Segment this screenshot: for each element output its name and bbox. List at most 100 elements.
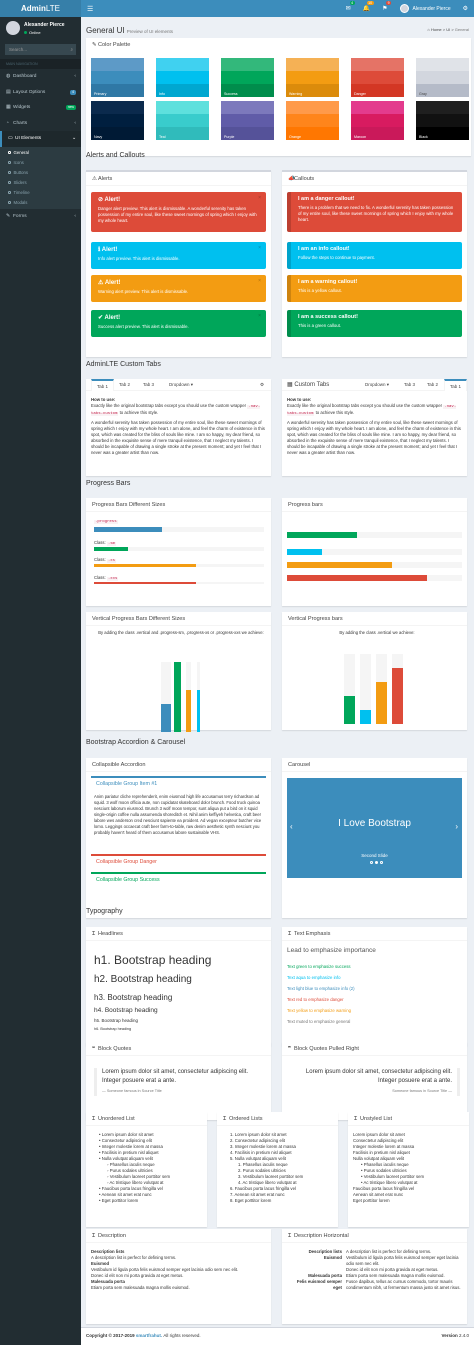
h1-sample: h1. Bootstrap heading — [94, 953, 212, 967]
progress-fill — [287, 532, 357, 538]
sidebar-item-charts[interactable]: ◔ Charts ‹ — [0, 116, 81, 132]
sidebar-search-input[interactable]: Search... ⌕ — [5, 44, 76, 55]
color-swatch-teal: Teal — [156, 101, 209, 140]
description-list-horizontal: Description lists A description list is p… — [287, 1249, 462, 1291]
text-width-icon: Ɪ — [92, 931, 96, 937]
breadcrumb-current: General — [454, 27, 469, 32]
accordion-header: Collapsible Accordion — [86, 758, 271, 772]
tab-3[interactable]: Tab 3 — [404, 382, 416, 387]
section-progress-bars: Progress Bars — [86, 480, 131, 487]
sidebar-item-icons[interactable]: Icons — [0, 158, 81, 168]
page-title: General UI Preview of UI elements — [86, 26, 173, 35]
sidebar-item-buttons[interactable]: Buttons — [0, 168, 81, 178]
progress-bar — [94, 582, 264, 584]
description-row: Felis euismod semper eget Fusce dapibus, … — [287, 1279, 462, 1291]
avatar — [6, 21, 20, 35]
close-icon[interactable]: × — [258, 278, 261, 284]
headlines-header: Ɪ Headlines — [86, 927, 271, 941]
text-width-icon: Ɪ — [288, 1233, 292, 1239]
text-emphasis-box: Ɪ Text Emphasis Lead to emphasize importa… — [282, 927, 467, 1046]
tab-1[interactable]: Tab 1 — [91, 379, 115, 391]
sidebar-item-sliders[interactable]: Sliders — [0, 178, 81, 188]
alert-icon: ⚠ — [98, 280, 104, 286]
sidebar-item-dashboard[interactable]: ◍ Dashboard ‹ — [0, 69, 81, 85]
text-width-icon: Ɪ — [223, 1116, 227, 1122]
user-menu[interactable]: Alexander Pierce — [399, 4, 451, 13]
description-horizontal-header: Ɪ Description Horizontal — [282, 1229, 467, 1243]
vertical-progress-fill — [360, 710, 371, 724]
alert-title: Alert! — [104, 280, 121, 286]
tab-dropdown[interactable]: Dropdown ▾ — [169, 382, 194, 387]
progress-bar — [94, 527, 264, 532]
list-item: Consectetur adipiscing elit — [353, 1138, 404, 1143]
search-icon[interactable]: ⌕ — [70, 47, 73, 52]
notifications-icon[interactable]: 🔔 10 — [362, 1, 374, 12]
list-item: • Phasellus iaculis neque — [361, 1162, 409, 1167]
sidebar-item-ui-elements[interactable]: ▭ UI Elements ⌄ — [0, 131, 81, 147]
tab-content-right: How to use: Exactly like the original bo… — [287, 397, 461, 455]
sidebar-item-modals[interactable]: Modals — [0, 198, 81, 208]
breadcrumb-ui[interactable]: UI — [446, 27, 451, 32]
list-item: • Aenean sit amet erat nunc — [99, 1192, 152, 1197]
sidebar-item-widgets[interactable]: ▦ Widgets new — [0, 100, 81, 116]
color-swatch-gray: Gray — [416, 58, 469, 97]
accordion-item[interactable]: Collapsible Group Item #1 — [91, 776, 266, 788]
tab-2[interactable]: Tab 2 — [427, 382, 439, 387]
accordion-item[interactable]: Collapsible Group Danger — [91, 854, 266, 866]
carousel-slide: I Love Bootstrap Second Slide ‹ › — [287, 778, 462, 878]
tag-icon: ✎ — [92, 42, 97, 48]
gear-icon[interactable]: ⚙ — [259, 382, 264, 387]
accordion-body: Anim pariatur cliche reprehenderit, enim… — [94, 794, 262, 835]
alert-title: Alert! — [104, 315, 121, 321]
alert-title: Alert! — [101, 247, 118, 253]
chevron-right-icon[interactable]: › — [455, 822, 458, 831]
footer-brand-link[interactable]: smartfrahut. — [135, 1333, 163, 1338]
tasks-flag-icon[interactable]: ⚑ 9 — [382, 1, 392, 12]
vertical-progress-bar — [360, 654, 371, 724]
vertical-progress-bar — [186, 662, 191, 732]
quote-left-icon: ❝ — [92, 1046, 96, 1052]
carousel-box: Carousel I Love Bootstrap Second Slide ‹… — [282, 758, 467, 918]
user-panel: Alexander Pierce Online — [0, 17, 81, 40]
close-icon[interactable]: × — [258, 245, 261, 251]
sidebar-item-forms[interactable]: ✎ Forms ‹ — [0, 209, 81, 225]
section-typography: Typography — [86, 908, 123, 915]
logo[interactable]: AdminLTE — [0, 0, 81, 17]
alert-success: ✔ Alert! Success alert preview. This aler… — [91, 310, 266, 337]
close-icon[interactable]: × — [258, 313, 261, 319]
swatch-label: Purple — [224, 135, 235, 139]
vertical-progress-bar — [344, 654, 355, 724]
tab-2[interactable]: Tab 2 — [119, 382, 131, 387]
breadcrumb-home[interactable]: Home — [430, 27, 442, 32]
callout-text: This is a green callout. — [298, 323, 341, 328]
sidebar-item-layout-options[interactable]: ▤ Layout Options 4 — [0, 85, 81, 101]
swatch-label: Black — [419, 135, 428, 139]
sidebar-item-timeline[interactable]: Timeline — [0, 188, 81, 198]
chevron-left-icon[interactable]: ‹ — [290, 822, 293, 831]
custom-tabs-title: ▦ Custom Tabs — [287, 382, 330, 388]
h4-sample: h4. Bootstrap heading — [94, 1007, 158, 1014]
emphasis-text: Text light blue to emphasize info (2) — [287, 986, 355, 991]
vertical-bars-box: Vertical Progress bars By adding the cla… — [282, 612, 467, 730]
description-detail: A description list is perfect for defini… — [91, 1255, 177, 1260]
vertical-progress-bar — [392, 654, 403, 724]
carousel-indicators[interactable] — [370, 861, 383, 864]
sidebar-item-general[interactable]: General — [0, 148, 81, 158]
home-icon: ⌂ — [427, 27, 430, 32]
h6-sample: h6. Bootstrap heading — [94, 1027, 132, 1031]
callouts-header: 📣Callouts — [282, 172, 467, 186]
tab-dropdown[interactable]: Dropdown ▾ — [365, 382, 390, 387]
progress-bars-box: Progress bars — [282, 498, 467, 606]
progress-bar — [287, 549, 462, 555]
quote-right-icon: ❞ — [288, 1046, 292, 1052]
accordion-item[interactable]: Collapsible Group Success — [91, 872, 266, 884]
sidebar-toggle-icon[interactable]: ☰ — [87, 6, 94, 13]
tab-1[interactable]: Tab 1 — [444, 379, 467, 391]
block-quotes-box: ❝ Block Quotes Lorem ipsum dolor sit amet… — [86, 1042, 271, 1120]
close-icon[interactable]: × — [258, 195, 261, 201]
progress-sizes-header: Progress Bars Different Sizes — [86, 498, 271, 512]
messages-icon[interactable]: ✉ 4 — [345, 1, 355, 12]
tab-3[interactable]: Tab 3 — [143, 382, 155, 387]
vertical-progress-fill — [161, 704, 171, 732]
settings-gear-icon[interactable]: ⚙ — [462, 6, 468, 12]
